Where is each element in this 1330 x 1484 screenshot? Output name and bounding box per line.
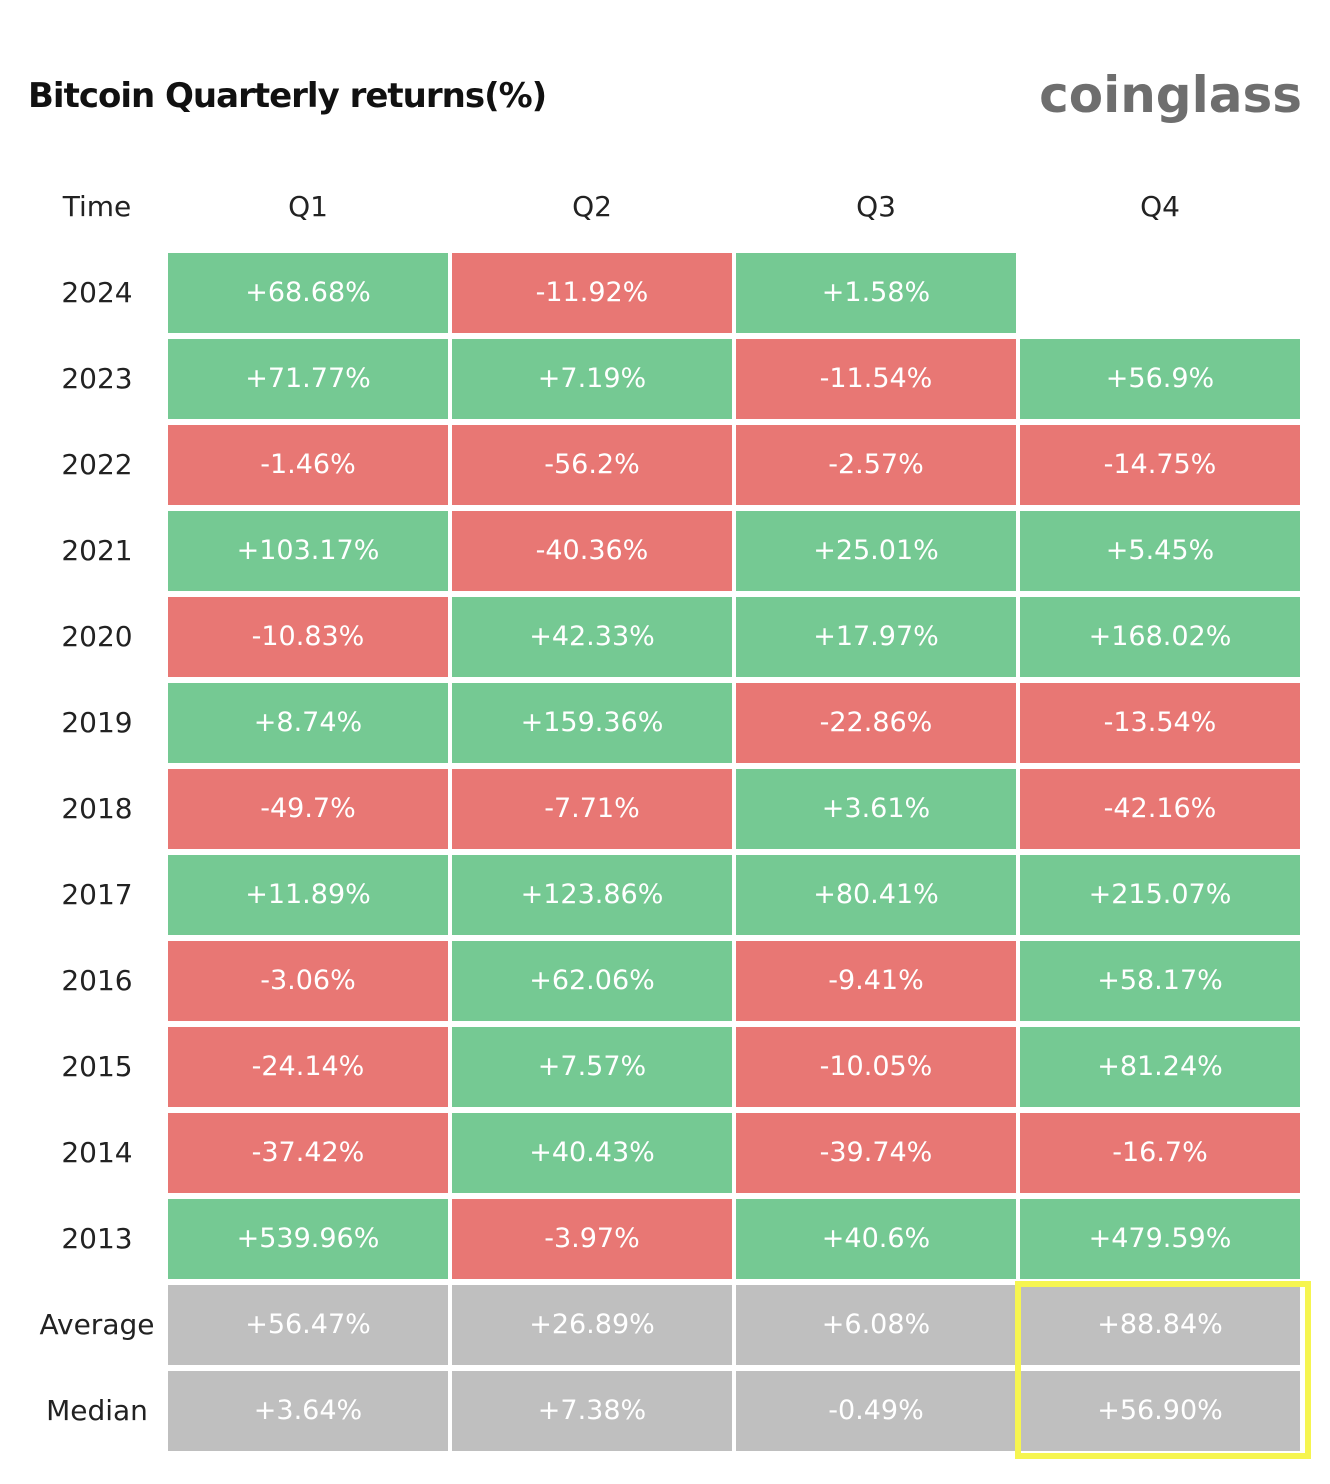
row-label-2013: 2013 [61, 1222, 133, 1255]
row-label-2023: 2023 [61, 362, 133, 395]
cell-2016-q2: +62.06% [452, 941, 732, 1021]
cell-average-q1: +56.47% [168, 1285, 448, 1365]
header-q1: Q1 [288, 190, 328, 223]
cell-median-q4: +56.90% [1020, 1371, 1300, 1451]
row-label-2015: 2015 [61, 1050, 133, 1083]
cell-2013-q1: +539.96% [168, 1199, 448, 1279]
cell-2024-q1: +68.68% [168, 253, 448, 333]
row-label-2017: 2017 [61, 878, 133, 911]
header-q3: Q3 [856, 190, 896, 223]
cell-2015-q2: +7.57% [452, 1027, 732, 1107]
cell-2015-q1: -24.14% [168, 1027, 448, 1107]
cell-median-q2: +7.38% [452, 1371, 732, 1451]
cell-2016-q4: +58.17% [1020, 941, 1300, 1021]
cell-2024-q2: -11.92% [452, 253, 732, 333]
cell-median-q3: -0.49% [736, 1371, 1016, 1451]
cell-2018-q2: -7.71% [452, 769, 732, 849]
row-label-median: Median [46, 1394, 148, 1427]
cell-2021-q2: -40.36% [452, 511, 732, 591]
cell-2023-q2: +7.19% [452, 339, 732, 419]
cell-2018-q4: -42.16% [1020, 769, 1300, 849]
row-label-2021: 2021 [61, 534, 133, 567]
cell-2022-q4: -14.75% [1020, 425, 1300, 505]
cell-2022-q2: -56.2% [452, 425, 732, 505]
header-q2: Q2 [572, 190, 612, 223]
cell-2018-q1: -49.7% [168, 769, 448, 849]
cell-2019-q4: -13.54% [1020, 683, 1300, 763]
cell-2021-q3: +25.01% [736, 511, 1016, 591]
row-label-2024: 2024 [61, 276, 133, 309]
row-label-2018: 2018 [61, 792, 133, 825]
cell-2015-q3: -10.05% [736, 1027, 1016, 1107]
header-q4: Q4 [1140, 190, 1180, 223]
cell-2023-q1: +71.77% [168, 339, 448, 419]
cell-2023-q4: +56.9% [1020, 339, 1300, 419]
coinglass-logo: coinglass [1039, 66, 1302, 124]
row-label-average: Average [39, 1308, 155, 1341]
row-label-2022: 2022 [61, 448, 133, 481]
cell-2017-q2: +123.86% [452, 855, 732, 935]
cell-2014-q1: -37.42% [168, 1113, 448, 1193]
header-time: Time [62, 190, 132, 223]
chart-title: Bitcoin Quarterly returns(%) [28, 76, 547, 116]
cell-2014-q2: +40.43% [452, 1113, 732, 1193]
cell-2022-q3: -2.57% [736, 425, 1016, 505]
row-label-2014: 2014 [61, 1136, 133, 1169]
cell-2013-q4: +479.59% [1020, 1199, 1300, 1279]
cell-2021-q1: +103.17% [168, 511, 448, 591]
cell-2020-q3: +17.97% [736, 597, 1016, 677]
cell-median-q1: +3.64% [168, 1371, 448, 1451]
cell-average-q3: +6.08% [736, 1285, 1016, 1365]
cell-2020-q2: +42.33% [452, 597, 732, 677]
cell-2020-q4: +168.02% [1020, 597, 1300, 677]
row-label-2020: 2020 [61, 620, 133, 653]
cell-2014-q4: -16.7% [1020, 1113, 1300, 1193]
q4-summary-highlight-box [1015, 1281, 1311, 1459]
cell-2020-q1: -10.83% [168, 597, 448, 677]
cell-2017-q1: +11.89% [168, 855, 448, 935]
cell-2018-q3: +3.61% [736, 769, 1016, 849]
cell-average-q4: +88.84% [1020, 1285, 1300, 1365]
cell-2014-q3: -39.74% [736, 1113, 1016, 1193]
cell-2015-q4: +81.24% [1020, 1027, 1300, 1107]
cell-2019-q2: +159.36% [452, 683, 732, 763]
cell-2016-q3: -9.41% [736, 941, 1016, 1021]
cell-2021-q4: +5.45% [1020, 511, 1300, 591]
cell-2022-q1: -1.46% [168, 425, 448, 505]
cell-2017-q3: +80.41% [736, 855, 1016, 935]
cell-2013-q2: -3.97% [452, 1199, 732, 1279]
cell-2016-q1: -3.06% [168, 941, 448, 1021]
cell-2019-q1: +8.74% [168, 683, 448, 763]
cell-2013-q3: +40.6% [736, 1199, 1016, 1279]
cell-2017-q4: +215.07% [1020, 855, 1300, 935]
row-label-2019: 2019 [61, 706, 133, 739]
row-label-2016: 2016 [61, 964, 133, 997]
cell-2023-q3: -11.54% [736, 339, 1016, 419]
cell-2024-q3: +1.58% [736, 253, 1016, 333]
cell-average-q2: +26.89% [452, 1285, 732, 1365]
cell-2019-q3: -22.86% [736, 683, 1016, 763]
